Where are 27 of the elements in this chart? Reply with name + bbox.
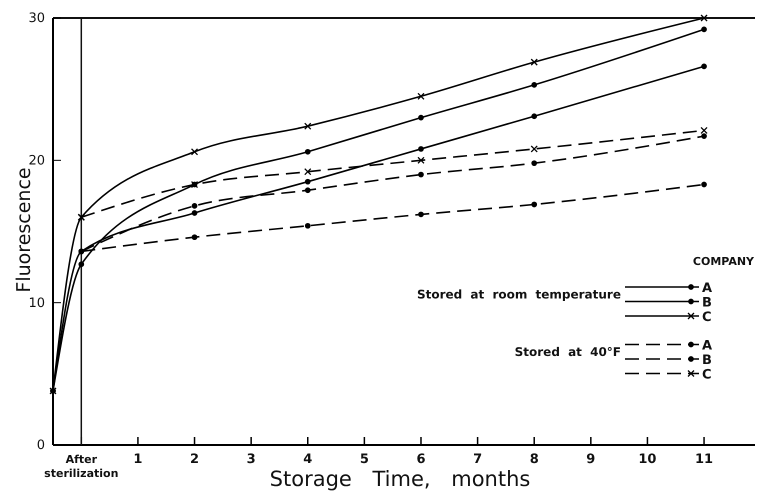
legend-label: B — [702, 353, 712, 368]
legend-label: A — [702, 281, 712, 296]
x-tick-label: 1 — [133, 452, 142, 467]
x-tick-label: 5 — [360, 452, 369, 467]
y-axis-title: Fluorescence — [13, 167, 35, 293]
annotation: Stored at 40°F — [514, 345, 621, 359]
y-tick-label: 30 — [28, 11, 45, 26]
x-tick-label: 10 — [638, 452, 656, 467]
x-tick-label: 7 — [473, 452, 482, 467]
y-tick-label: 10 — [28, 296, 45, 311]
x-tick-label: 8 — [530, 452, 539, 467]
x-tick-label: 3 — [246, 452, 256, 467]
x-tick-label: 9 — [586, 452, 596, 467]
legend-label: B — [702, 296, 712, 310]
x-tick-label: 2 — [190, 452, 200, 467]
x-tick-label: 6 — [416, 452, 426, 467]
legend-label: C — [702, 368, 712, 382]
y-tick-label: 0 — [36, 438, 45, 454]
y-tick-label: 20 — [28, 153, 45, 168]
x-tick-label: After sterilization — [44, 453, 118, 480]
legend-title: COMPANY — [692, 255, 756, 268]
legend-label: C — [702, 310, 712, 325]
x-tick-label: 4 — [303, 452, 312, 467]
x-tick-label: 11 — [695, 452, 714, 467]
annotation: Stored at room temperature — [416, 288, 621, 302]
legend-label: A — [702, 338, 712, 354]
x-axis-title: Storage Time, months — [270, 467, 530, 491]
